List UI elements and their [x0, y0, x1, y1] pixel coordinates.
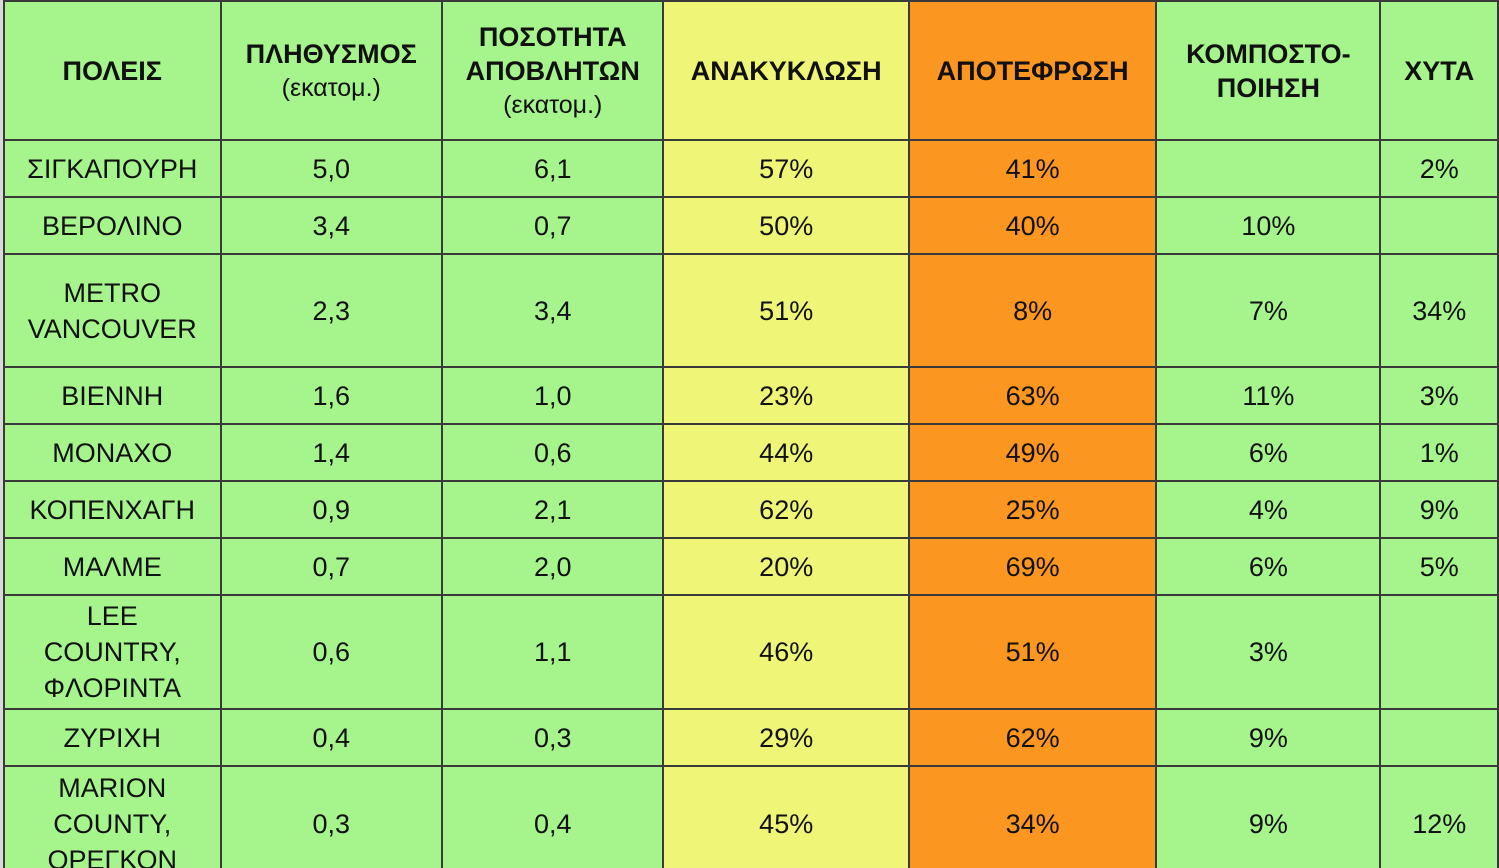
cell-city: LEE COUNTRY, ΦΛΟΡΙΝΤΑ — [3, 594, 222, 710]
cell-waste: 1,0 — [440, 366, 665, 425]
cell-composting: 9% — [1155, 708, 1382, 767]
table-row: ΖΥΡΙΧΗ 0,4 0,3 29% 62% 9% — [3, 708, 1499, 767]
waste-management-table: ΠΟΛΕΙΣ ΠΛΗΘΥΣΜΟΣ (εκατομ.) ΠΟΣΟΤΗΤΑ ΑΠΟΒ… — [3, 0, 1499, 868]
cell-incineration: 41% — [907, 139, 1158, 198]
cell-recycling: 50% — [662, 196, 910, 255]
table-row: MARION COUNTY, ΟΡΕΓΚΟΝ 0,3 0,4 45% 34% 9% 12% — [3, 765, 1499, 868]
cell-landfill — [1379, 708, 1499, 767]
table-row: METRO VANCOUVER 2,3 3,4 51% 8% 7% 34% — [3, 253, 1499, 368]
table-row: ΣΙΓΚΑΠΟΥΡΗ 5,0 6,1 57% 41% 2% — [3, 139, 1499, 198]
cell-landfill: 3% — [1379, 366, 1499, 425]
cell-composting: 6% — [1155, 423, 1382, 482]
header-population-unit: (εκατομ.) — [281, 73, 381, 102]
cell-waste: 1,1 — [440, 594, 665, 710]
cell-city: ΜΑΛΜΕ — [3, 537, 222, 596]
cell-composting: 4% — [1155, 480, 1382, 539]
cell-waste: 6,1 — [440, 139, 665, 198]
cell-waste: 3,4 — [440, 253, 665, 368]
header-population: ΠΛΗΘΥΣΜΟΣ (εκατομ.) — [219, 0, 443, 141]
cell-city: ΒΕΡΟΛΙΝΟ — [3, 196, 222, 255]
cell-incineration: 34% — [907, 765, 1158, 868]
cell-city: ΚΟΠΕΝΧΑΓΗ — [3, 480, 222, 539]
cell-waste: 0,3 — [440, 708, 665, 767]
cell-composting — [1155, 139, 1382, 198]
header-recycling: ΑΝΑΚΥΚΛΩΣΗ — [662, 0, 910, 141]
cell-waste: 0,7 — [440, 196, 665, 255]
table-row: ΜΑΛΜΕ 0,7 2,0 20% 69% 6% 5% — [3, 537, 1499, 596]
cell-city: MARION COUNTY, ΟΡΕΓΚΟΝ — [3, 765, 222, 868]
table-row: ΒΕΡΟΛΙΝΟ 3,4 0,7 50% 40% 10% — [3, 196, 1499, 255]
cell-population: 0,9 — [219, 480, 443, 539]
cell-recycling: 45% — [662, 765, 910, 868]
cell-incineration: 49% — [907, 423, 1158, 482]
cell-waste: 0,4 — [440, 765, 665, 868]
cell-city: METRO VANCOUVER — [3, 253, 222, 368]
table-row: ΚΟΠΕΝΧΑΓΗ 0,9 2,1 62% 25% 4% 9% — [3, 480, 1499, 539]
cell-population: 0,4 — [219, 708, 443, 767]
header-waste: ΠΟΣΟΤΗΤΑ ΑΠΟΒΛΗΤΩΝ (εκατομ.) — [440, 0, 665, 141]
left-shadow — [0, 0, 3, 868]
cell-population: 0,7 — [219, 537, 443, 596]
cell-waste: 0,6 — [440, 423, 665, 482]
cell-landfill: 9% — [1379, 480, 1499, 539]
cell-population: 1,4 — [219, 423, 443, 482]
cell-population: 5,0 — [219, 139, 443, 198]
header-landfill: ΧΥΤΑ — [1379, 0, 1499, 141]
table-row: LEE COUNTRY, ΦΛΟΡΙΝΤΑ 0,6 1,1 46% 51% 3% — [3, 594, 1499, 710]
cell-landfill — [1379, 196, 1499, 255]
cell-landfill: 1% — [1379, 423, 1499, 482]
table-row: ΒΙΕΝΝΗ 1,6 1,0 23% 63% 11% 3% — [3, 366, 1499, 425]
header-city: ΠΟΛΕΙΣ — [3, 0, 222, 141]
cell-recycling: 46% — [662, 594, 910, 710]
cell-city: ΖΥΡΙΧΗ — [3, 708, 222, 767]
cell-recycling: 29% — [662, 708, 910, 767]
cell-composting: 9% — [1155, 765, 1382, 868]
cell-recycling: 62% — [662, 480, 910, 539]
cell-waste: 2,0 — [440, 537, 665, 596]
cell-incineration: 8% — [907, 253, 1158, 368]
cell-composting: 7% — [1155, 253, 1382, 368]
header-composting: ΚΟΜΠΟΣΤΟ-ΠΟΙΗΣΗ — [1155, 0, 1382, 141]
cell-city: ΜΟΝΑΧΟ — [3, 423, 222, 482]
cell-recycling: 57% — [662, 139, 910, 198]
cell-landfill — [1379, 594, 1499, 710]
cell-population: 1,6 — [219, 366, 443, 425]
cell-incineration: 51% — [907, 594, 1158, 710]
cell-composting: 10% — [1155, 196, 1382, 255]
table-row: ΜΟΝΑΧΟ 1,4 0,6 44% 49% 6% 1% — [3, 423, 1499, 482]
cell-recycling: 23% — [662, 366, 910, 425]
cell-landfill: 12% — [1379, 765, 1499, 868]
cell-incineration: 25% — [907, 480, 1158, 539]
header-incineration: ΑΠΟΤΕΦΡΩΣΗ — [907, 0, 1158, 141]
header-row: ΠΟΛΕΙΣ ΠΛΗΘΥΣΜΟΣ (εκατομ.) ΠΟΣΟΤΗΤΑ ΑΠΟΒ… — [3, 0, 1499, 141]
cell-city: ΒΙΕΝΝΗ — [3, 366, 222, 425]
cell-waste: 2,1 — [440, 480, 665, 539]
cell-population: 0,3 — [219, 765, 443, 868]
cell-population: 0,6 — [219, 594, 443, 710]
cell-composting: 11% — [1155, 366, 1382, 425]
cell-landfill: 34% — [1379, 253, 1499, 368]
cell-recycling: 20% — [662, 537, 910, 596]
cell-composting: 3% — [1155, 594, 1382, 710]
cell-recycling: 44% — [662, 423, 910, 482]
cell-incineration: 62% — [907, 708, 1158, 767]
cell-incineration: 69% — [907, 537, 1158, 596]
cell-population: 2,3 — [219, 253, 443, 368]
cell-composting: 6% — [1155, 537, 1382, 596]
cell-incineration: 63% — [907, 366, 1158, 425]
header-waste-unit: (εκατομ.) — [503, 90, 603, 119]
cell-landfill: 5% — [1379, 537, 1499, 596]
cell-population: 3,4 — [219, 196, 443, 255]
cell-incineration: 40% — [907, 196, 1158, 255]
cell-recycling: 51% — [662, 253, 910, 368]
cell-city: ΣΙΓΚΑΠΟΥΡΗ — [3, 139, 222, 198]
cell-landfill: 2% — [1379, 139, 1499, 198]
